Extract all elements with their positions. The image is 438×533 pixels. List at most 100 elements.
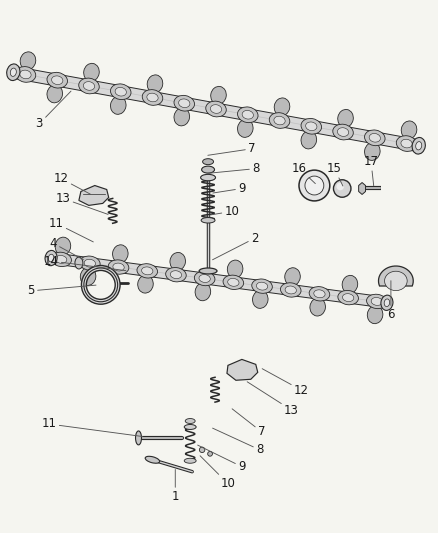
Ellipse shape [416, 142, 422, 150]
Ellipse shape [7, 64, 20, 80]
Ellipse shape [343, 294, 354, 302]
Ellipse shape [55, 237, 71, 255]
Ellipse shape [201, 217, 215, 223]
Circle shape [305, 176, 324, 195]
Ellipse shape [80, 268, 96, 286]
Ellipse shape [337, 128, 349, 136]
Ellipse shape [401, 139, 412, 148]
Ellipse shape [338, 290, 358, 305]
Ellipse shape [135, 431, 141, 445]
Ellipse shape [199, 447, 205, 453]
Ellipse shape [396, 136, 417, 151]
Text: 3: 3 [35, 91, 71, 131]
Text: 4: 4 [49, 237, 83, 260]
Text: 14: 14 [43, 255, 126, 271]
Text: 11: 11 [49, 217, 93, 242]
Ellipse shape [174, 108, 190, 126]
Text: 8: 8 [212, 428, 263, 456]
Ellipse shape [211, 86, 226, 104]
Ellipse shape [385, 271, 407, 290]
Ellipse shape [253, 290, 268, 309]
Ellipse shape [147, 75, 163, 93]
Ellipse shape [75, 257, 83, 269]
Ellipse shape [306, 122, 317, 131]
Ellipse shape [20, 70, 31, 79]
Polygon shape [227, 359, 258, 380]
Ellipse shape [108, 260, 129, 274]
Ellipse shape [369, 133, 381, 142]
Text: 13: 13 [247, 382, 299, 417]
Ellipse shape [285, 286, 297, 294]
Ellipse shape [113, 263, 124, 271]
Ellipse shape [310, 298, 325, 316]
Ellipse shape [199, 268, 217, 274]
Ellipse shape [56, 255, 67, 263]
Ellipse shape [237, 119, 253, 138]
Ellipse shape [83, 82, 95, 90]
Ellipse shape [269, 112, 290, 128]
Ellipse shape [412, 138, 425, 154]
Text: 2: 2 [212, 232, 258, 260]
Ellipse shape [110, 84, 131, 100]
Text: 12: 12 [53, 172, 90, 194]
Text: 8: 8 [208, 162, 259, 175]
Text: 5: 5 [28, 284, 96, 297]
Ellipse shape [227, 260, 243, 278]
Ellipse shape [338, 109, 353, 127]
Text: 15: 15 [327, 162, 343, 186]
Ellipse shape [367, 294, 387, 309]
Ellipse shape [142, 90, 163, 106]
Text: 6: 6 [387, 281, 395, 321]
Ellipse shape [301, 131, 317, 149]
Ellipse shape [201, 174, 215, 181]
Ellipse shape [223, 275, 244, 289]
Ellipse shape [51, 252, 71, 266]
Circle shape [299, 170, 330, 201]
Text: 7: 7 [208, 142, 255, 155]
Ellipse shape [301, 118, 321, 134]
Ellipse shape [141, 267, 153, 275]
Polygon shape [359, 182, 366, 195]
Ellipse shape [237, 107, 258, 123]
Ellipse shape [80, 256, 100, 270]
Ellipse shape [203, 159, 214, 165]
Ellipse shape [184, 458, 196, 463]
Ellipse shape [185, 418, 195, 424]
Ellipse shape [79, 78, 99, 94]
Text: 1: 1 [172, 470, 179, 503]
Text: 10: 10 [200, 456, 235, 490]
Ellipse shape [84, 63, 99, 81]
Text: 16: 16 [292, 162, 315, 183]
Ellipse shape [113, 245, 128, 263]
Ellipse shape [45, 251, 57, 265]
Ellipse shape [170, 271, 182, 279]
Ellipse shape [401, 121, 417, 139]
Ellipse shape [48, 254, 54, 262]
Ellipse shape [137, 264, 158, 278]
Ellipse shape [138, 275, 153, 293]
Ellipse shape [194, 271, 215, 286]
Ellipse shape [10, 68, 16, 76]
Ellipse shape [147, 93, 158, 102]
Ellipse shape [256, 282, 268, 290]
Ellipse shape [280, 283, 301, 297]
Ellipse shape [364, 142, 380, 160]
Ellipse shape [371, 297, 382, 305]
Ellipse shape [384, 299, 390, 306]
Text: 9: 9 [213, 182, 246, 195]
Ellipse shape [115, 87, 127, 96]
Text: 17: 17 [364, 155, 378, 185]
Text: 11: 11 [42, 417, 143, 437]
Ellipse shape [174, 95, 194, 111]
Ellipse shape [184, 424, 196, 430]
Text: 13: 13 [56, 192, 108, 214]
Ellipse shape [47, 72, 67, 88]
Text: 7: 7 [232, 409, 265, 439]
Text: 9: 9 [198, 445, 246, 473]
Ellipse shape [206, 101, 226, 117]
Ellipse shape [242, 110, 254, 119]
Ellipse shape [15, 67, 36, 82]
Ellipse shape [47, 85, 63, 103]
Text: 12: 12 [262, 369, 309, 397]
Ellipse shape [274, 98, 290, 116]
